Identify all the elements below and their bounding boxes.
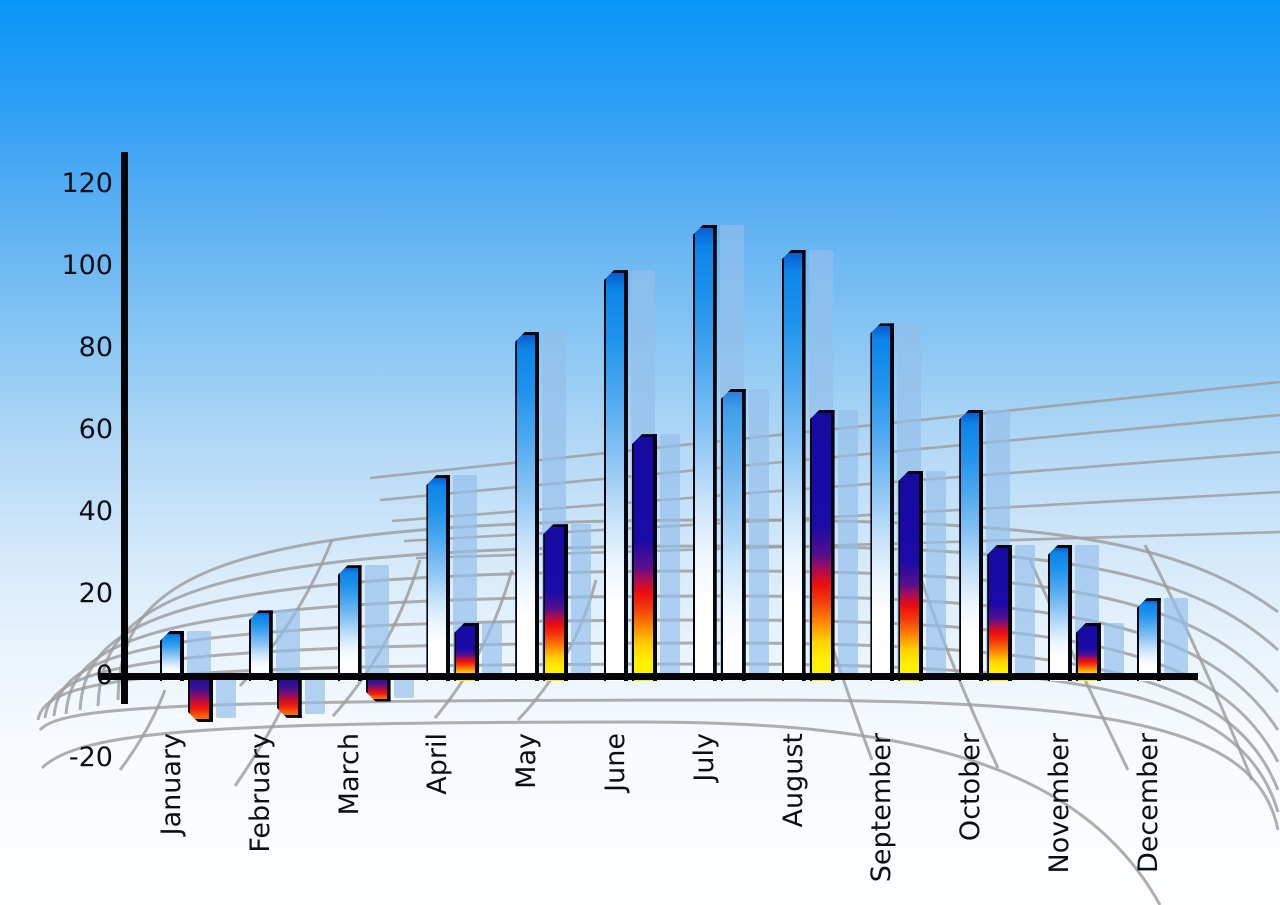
bar-shadow-july-series2 xyxy=(748,389,769,675)
bar-november-series1 xyxy=(1048,544,1072,681)
y-tick-label-20: 20 xyxy=(78,578,113,609)
bar-shadow-september-series2 xyxy=(926,471,947,675)
y-tick-label-80: 80 xyxy=(78,332,113,363)
y-tick-label-0: 0 xyxy=(95,660,113,691)
bar-april-series1 xyxy=(426,475,451,681)
y-tick-label-100: 100 xyxy=(61,250,113,281)
x-tick-label-february: February xyxy=(244,733,276,853)
bar-shadow-march-series2 xyxy=(393,678,414,698)
bar-shadow-february-series1 xyxy=(275,610,300,676)
bar-august-series2 xyxy=(809,409,835,681)
x-tick-label-january: January xyxy=(156,733,187,836)
bar-september-series2 xyxy=(898,471,924,681)
bar-july-series2 xyxy=(720,389,746,681)
x-tick-label-august: August xyxy=(777,733,809,828)
x-tick-label-october: October xyxy=(955,733,987,842)
bar-october-series1 xyxy=(959,409,984,681)
bar-shadow-april-series2 xyxy=(482,622,503,675)
bar-may-series1 xyxy=(515,331,540,681)
y-tick-label-120: 120 xyxy=(61,168,113,199)
x-tick-label-november: November xyxy=(1044,733,1075,874)
bar-shadow-december-series1 xyxy=(1163,598,1188,676)
x-tick-label-july: July xyxy=(688,733,720,782)
x-tick-label-may: May xyxy=(511,733,543,789)
bar-december-series1 xyxy=(1136,598,1161,681)
x-tick-label-march: March xyxy=(333,733,365,816)
bar-february-series2 xyxy=(277,676,302,718)
bar-shadow-january-series2 xyxy=(216,678,236,718)
bar-january-series1 xyxy=(160,630,184,681)
bar-september-series1 xyxy=(870,323,895,681)
bar-october-series2 xyxy=(987,544,1013,681)
bar-march-series1 xyxy=(337,565,362,681)
y-tick-label-40: 40 xyxy=(78,496,113,527)
bar-shadow-march-series1 xyxy=(364,565,389,676)
bar-january-series2 xyxy=(188,676,213,722)
bar-august-series1 xyxy=(781,249,806,681)
bar-february-series1 xyxy=(248,610,273,681)
x-tick-label-april: April xyxy=(422,733,454,795)
bar-april-series2 xyxy=(454,622,480,681)
y-tick-label--20: -20 xyxy=(68,742,113,773)
x-tick-label-december: December xyxy=(1132,733,1164,874)
bar-shadow-may-series2 xyxy=(571,524,592,675)
x-tick-label-september: September xyxy=(866,733,898,883)
y-axis-line xyxy=(121,152,128,704)
bar-shadow-february-series2 xyxy=(304,678,325,714)
bar-june-series1 xyxy=(604,270,628,681)
bar-shadow-august-series2 xyxy=(837,409,858,675)
bar-shadow-january-series1 xyxy=(187,630,211,676)
bar-june-series2 xyxy=(632,434,657,681)
y-tick-label-60: 60 xyxy=(78,414,113,445)
bar-shadow-june-series2 xyxy=(660,434,680,675)
bar-july-series1 xyxy=(692,225,717,681)
bar-shadow-november-series2 xyxy=(1104,622,1124,675)
x-tick-label-june: June xyxy=(600,733,631,792)
bar-shadow-october-series2 xyxy=(1015,544,1036,675)
bar-november-series2 xyxy=(1076,622,1101,681)
x-axis-line xyxy=(100,673,1198,680)
bar-may-series2 xyxy=(543,524,569,681)
